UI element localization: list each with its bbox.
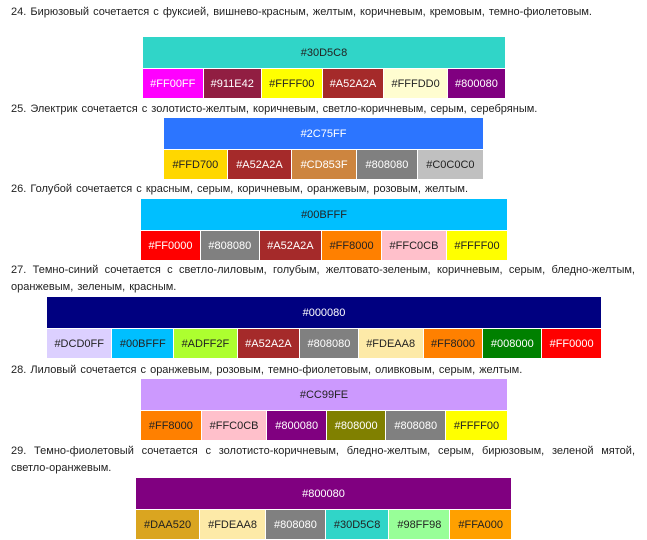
- color-swatch: #911E42: [203, 68, 263, 98]
- color-swatch: #FDEAA8: [200, 509, 267, 539]
- swatch-row: #FF8000 #FFC0CB #800080 #808000 #808080 #FFFF…: [141, 410, 507, 440]
- color-swatch: #00BFFF: [112, 328, 175, 358]
- color-swatch: #FFFF00: [446, 230, 508, 260]
- color-swatch: #FFC0CB: [201, 410, 268, 440]
- color-swatch: #FFD700: [164, 149, 228, 179]
- main-color-swatch: #00BFFF: [141, 199, 507, 230]
- color-swatch: #808080: [200, 230, 260, 260]
- color-swatch: #808080: [357, 149, 418, 179]
- color-swatch: #FF8000: [423, 328, 484, 358]
- color-palette: #000080 #DCD0FF #00BFFF #ADFF2F #A52A2A #808…: [46, 296, 602, 359]
- color-swatch: #CD853F: [292, 149, 358, 179]
- color-swatch: #FFFF00: [446, 410, 507, 440]
- color-swatch: #DAA520: [136, 509, 201, 539]
- color-swatch: #808080: [300, 328, 359, 358]
- main-color-swatch: #800080: [136, 478, 511, 509]
- section-text: 24. Бирюзовый сочетается с фуксией, вишн…: [11, 6, 592, 18]
- color-palette: #2C75FF #FFD700 #A52A2A #CD853F #808080 #C0C…: [163, 117, 484, 180]
- section-text: 27. Темно-синий сочетается с светло-лило…: [11, 264, 635, 293]
- color-swatch: #FF8000: [141, 410, 202, 440]
- section-text: 28. Лиловый сочетается с оранжевым, розо…: [11, 364, 523, 376]
- color-palette: #30D5C8 #FF00FF #911E42 #FFFF00 #A52A2A #FFF…: [142, 36, 506, 99]
- color-swatch: #FDEAA8: [358, 328, 424, 358]
- color-swatch: #808000: [326, 410, 387, 440]
- color-palette: #800080 #DAA520 #FDEAA8 #808080 #30D5C8 #98F…: [135, 477, 512, 540]
- color-swatch: #800080: [267, 410, 327, 440]
- color-swatch: #A52A2A: [322, 68, 385, 98]
- color-swatch: #808080: [266, 509, 326, 539]
- swatch-row: #FFD700 #A52A2A #CD853F #808080 #C0C0C0: [164, 149, 484, 179]
- color-swatch: #ADFF2F: [174, 328, 238, 358]
- main-color-swatch: #2C75FF: [164, 118, 483, 149]
- color-swatch: #FFFDD0: [384, 68, 448, 98]
- swatch-row: #FF0000 #808080 #A52A2A #FF8000 #FFC0CB #FFFF…: [141, 230, 508, 260]
- section-text: 25. Электрик сочетается с золотисто-желт…: [11, 103, 538, 115]
- color-swatch: #A52A2A: [259, 230, 323, 260]
- swatch-row: #DAA520 #FDEAA8 #808080 #30D5C8 #98FF98 #FFA0…: [136, 509, 511, 539]
- section-text: 26. Голубой сочетается с красным, серым,…: [11, 183, 469, 195]
- color-swatch: #98FF98: [389, 509, 451, 539]
- color-swatch: #FF00FF: [143, 68, 204, 98]
- color-swatch: #808080: [386, 410, 447, 440]
- color-swatch: #FFA000: [450, 509, 511, 539]
- color-swatch: #800080: [447, 68, 505, 98]
- swatch-row: #DCD0FF #00BFFF #ADFF2F #A52A2A #808080 #FDEA…: [47, 328, 602, 358]
- main-color-swatch: #CC99FE: [141, 379, 507, 410]
- color-swatch: #A52A2A: [227, 149, 293, 179]
- color-swatch: #C0C0C0: [417, 149, 484, 179]
- color-swatch: #FF8000: [322, 230, 383, 260]
- color-swatch: #FF0000: [141, 230, 201, 260]
- main-color-swatch: #000080: [47, 297, 601, 328]
- section-text: 29. Темно-фиолетовый сочетается с золоти…: [11, 445, 635, 474]
- color-swatch: #A52A2A: [237, 328, 301, 358]
- color-swatch: #30D5C8: [325, 509, 390, 539]
- color-swatch: #008000: [483, 328, 543, 358]
- color-palette: #00BFFF #FF0000 #808080 #A52A2A #FF8000 #FFC…: [140, 198, 508, 261]
- color-swatch: #DCD0FF: [47, 328, 113, 358]
- swatch-row: #FF00FF #911E42 #FFFF00 #A52A2A #FFFDD0 #8000…: [143, 68, 505, 98]
- color-swatch: #FF0000: [542, 328, 602, 358]
- main-color-swatch: #30D5C8: [143, 37, 505, 68]
- color-palette: #CC99FE #FF8000 #FFC0CB #800080 #808000 #808…: [140, 378, 508, 441]
- color-swatch: #FFC0CB: [382, 230, 447, 260]
- color-swatch: #FFFF00: [262, 68, 323, 98]
